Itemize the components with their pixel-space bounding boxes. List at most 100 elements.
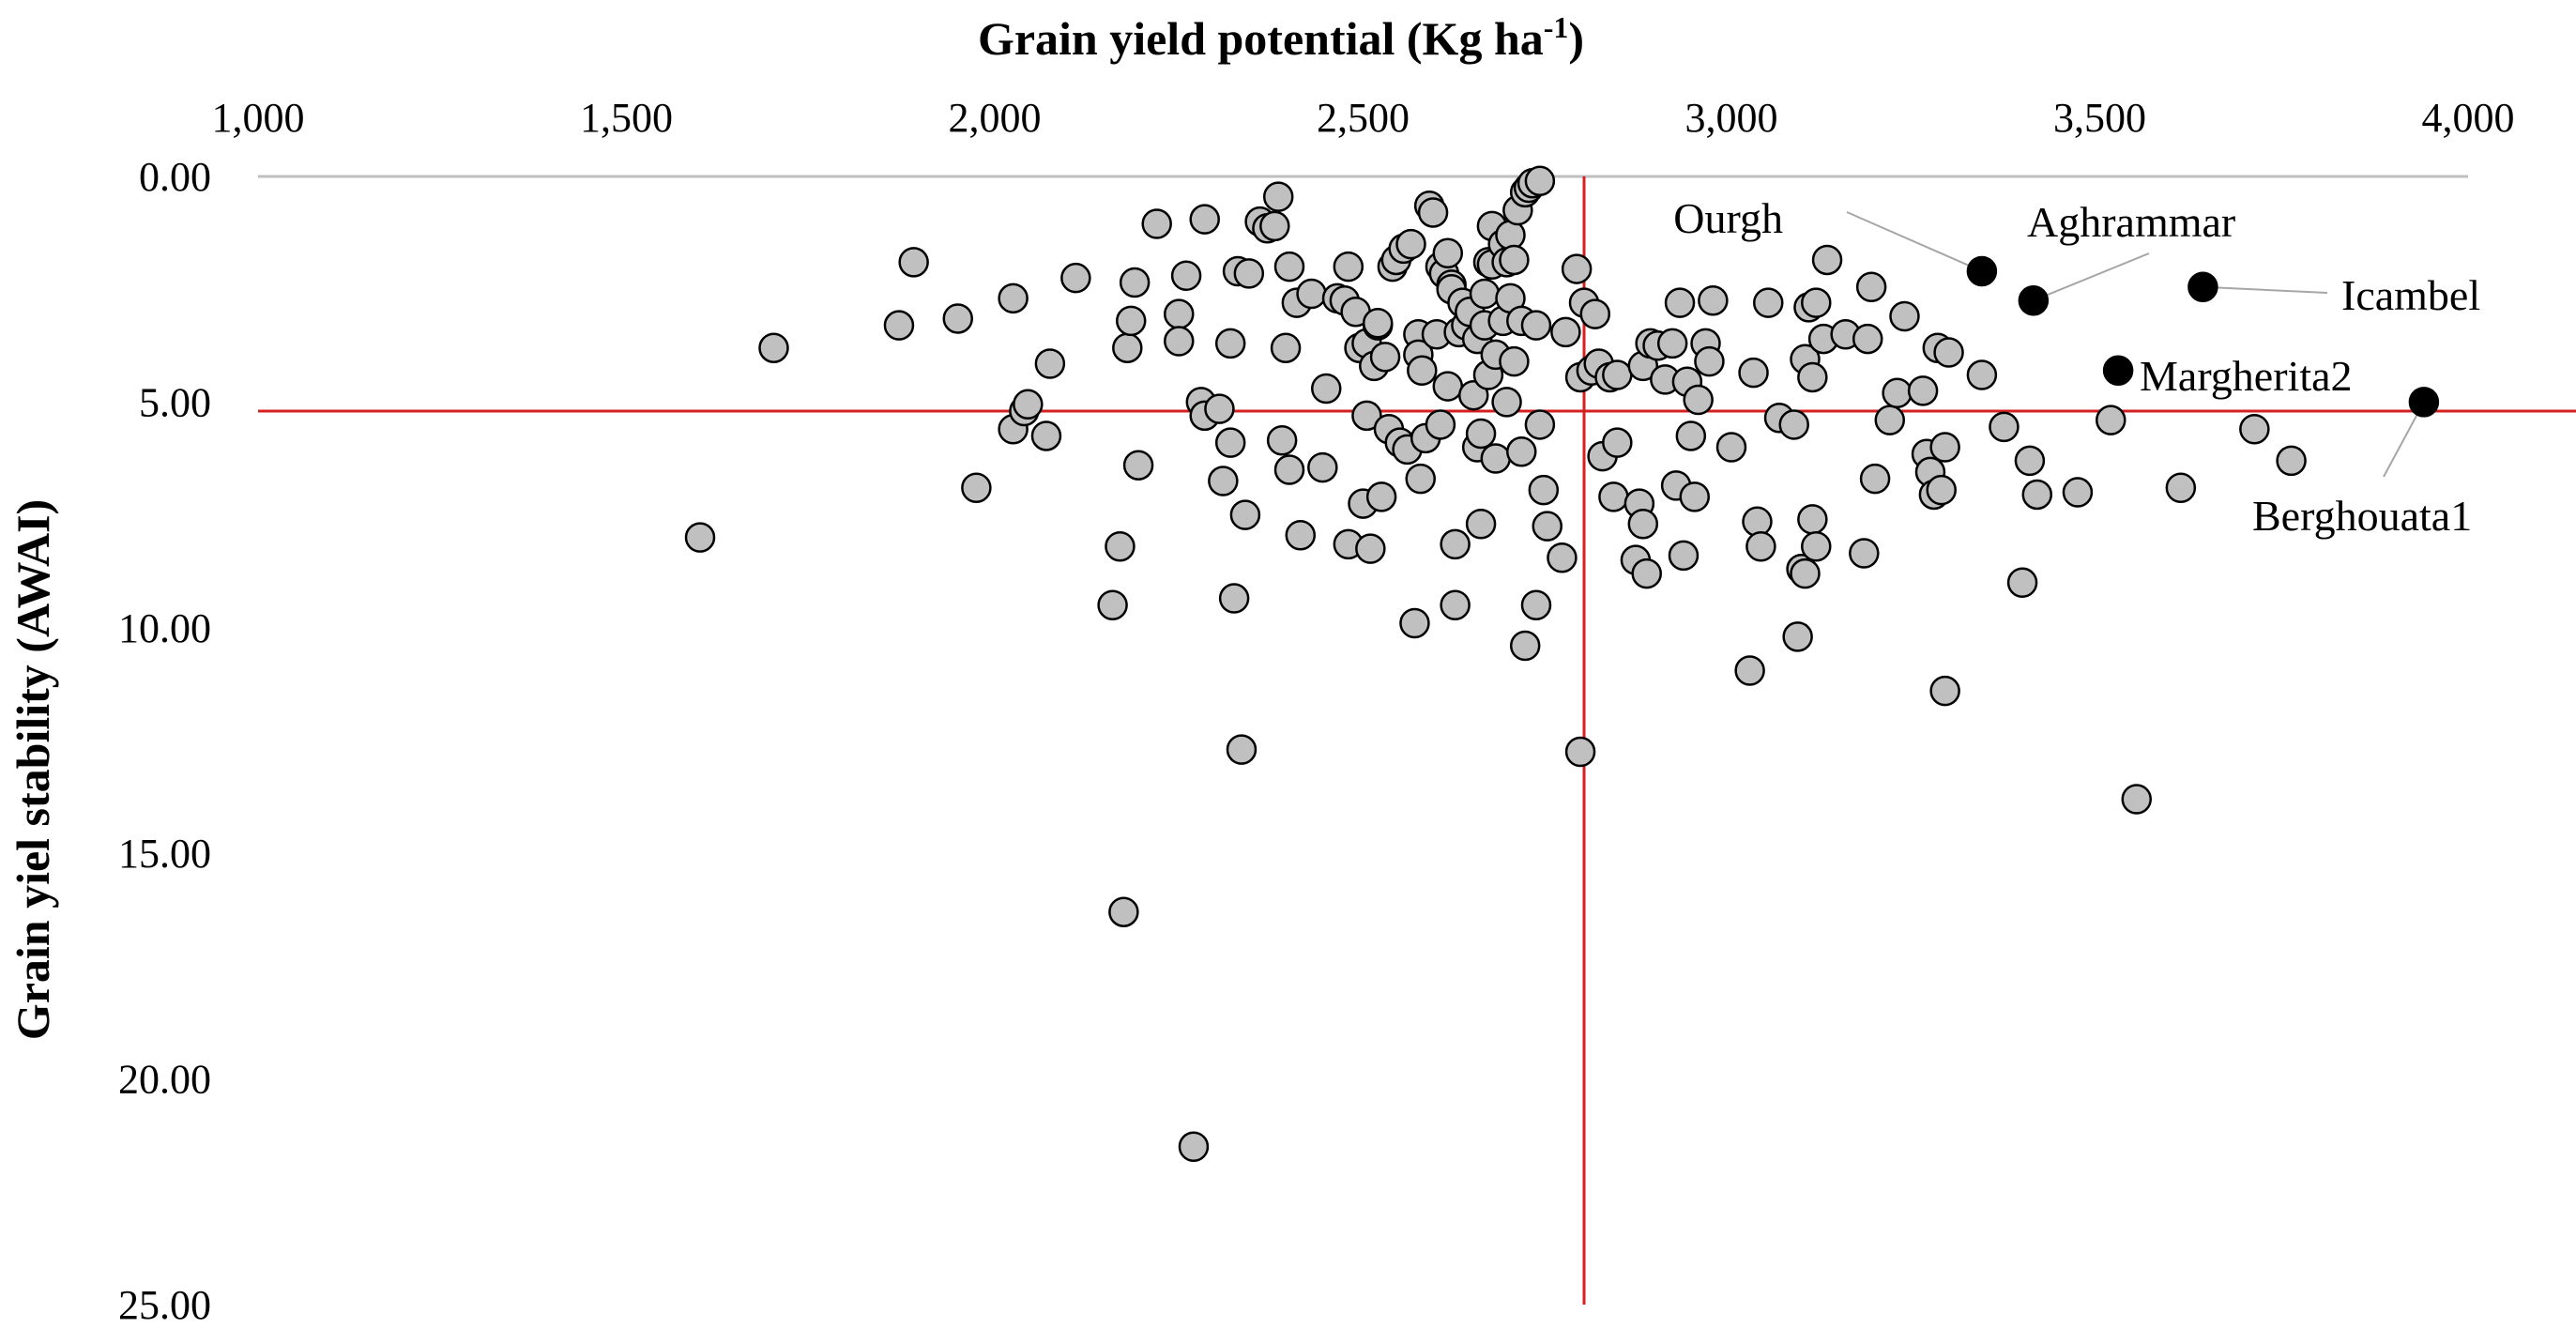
data-point <box>1742 506 1773 538</box>
data-point <box>1273 454 1305 485</box>
data-point <box>758 332 789 363</box>
data-point <box>2121 784 2152 815</box>
data-point <box>2062 477 2094 508</box>
data-point <box>1933 337 1964 368</box>
data-point <box>1259 210 1290 242</box>
annotation-label: Aghrammar <box>2027 198 2235 246</box>
data-point <box>1208 466 1239 496</box>
data-point <box>1395 228 1426 260</box>
data-point <box>1285 519 1317 551</box>
data-point <box>1564 736 1596 768</box>
annotation-leader-line <box>2033 252 2150 302</box>
data-point <box>1491 387 1522 418</box>
data-point <box>961 472 992 504</box>
data-point <box>1627 508 1659 540</box>
annotation-label: Ourgh <box>1673 194 1783 242</box>
data-point <box>1524 409 1556 440</box>
data-point <box>1351 400 1382 432</box>
data-point <box>942 303 973 334</box>
data-point <box>1966 359 1998 390</box>
data-point <box>1405 463 1436 495</box>
x-tick-label: 3,500 <box>2053 95 2146 141</box>
data-point <box>1874 405 1906 435</box>
data-point <box>1178 1131 1210 1162</box>
data-point <box>1432 237 1464 268</box>
data-point <box>1907 375 1939 406</box>
data-point <box>1218 583 1250 614</box>
x-tick-label: 4,000 <box>2422 95 2515 141</box>
data-point <box>1164 326 1195 357</box>
data-point <box>1189 204 1220 235</box>
data-point <box>1097 589 1128 621</box>
data-point <box>1631 557 1662 589</box>
data-point <box>1105 531 1136 562</box>
y-tick-label: 10.00 <box>118 605 211 651</box>
data-point <box>1882 377 1913 409</box>
highlighted-points: Ourgh Aghrammar Icambel Margherita2 Berghoua… <box>1673 194 2480 540</box>
data-point <box>1929 675 1960 707</box>
x-tick-label: 3,000 <box>1685 95 1778 141</box>
data-points <box>684 165 2307 1162</box>
data-point <box>1656 328 1688 359</box>
data-point <box>1561 253 1593 284</box>
data-point <box>1465 508 1497 540</box>
data-point <box>1013 389 1044 420</box>
data-point <box>1262 181 1294 212</box>
data-point <box>1108 896 1139 927</box>
data-point <box>1226 734 1258 765</box>
data-point <box>883 310 915 341</box>
data-point <box>1859 463 1891 495</box>
data-point <box>1694 345 1725 377</box>
data-point <box>1119 267 1151 298</box>
annotation-leader-line <box>1846 211 1983 272</box>
y-tick-label: 5.00 <box>139 379 211 425</box>
data-point <box>1520 310 1552 341</box>
data-point <box>1506 436 1537 467</box>
annotation-leader-line <box>2203 285 2328 294</box>
data-point <box>1797 361 1828 393</box>
data-point <box>1296 278 1327 310</box>
data-point <box>1233 258 1265 289</box>
data-point <box>1214 328 1246 359</box>
data-point <box>1266 425 1298 456</box>
data-point <box>1214 427 1246 458</box>
highlighted-point <box>2102 355 2134 386</box>
data-point <box>1602 359 1633 390</box>
data-point <box>1855 271 1887 303</box>
data-point <box>1440 589 1471 621</box>
data-point <box>1170 260 1202 292</box>
highlighted-point <box>1966 255 1998 287</box>
x-axis-title-superscript: -1 <box>1544 10 1569 44</box>
x-axis-title: Grain yield potential (Kg ha-1) <box>978 10 1584 65</box>
data-point <box>2276 445 2307 477</box>
data-point <box>2006 567 2038 598</box>
data-point <box>1849 538 1880 569</box>
data-point <box>898 247 929 278</box>
data-point <box>1060 262 1091 294</box>
data-point <box>1889 300 1920 332</box>
data-point <box>1929 432 1960 463</box>
data-point <box>1579 298 1611 329</box>
data-point <box>1164 298 1195 329</box>
data-point <box>1122 450 1154 481</box>
data-point <box>1229 499 1261 530</box>
data-point <box>1598 481 1629 512</box>
data-point <box>1664 287 1696 318</box>
data-point <box>1520 589 1552 621</box>
data-point <box>1782 621 1813 652</box>
data-point <box>1399 607 1430 639</box>
data-point <box>998 283 1029 314</box>
data-point <box>1115 305 1147 337</box>
data-point <box>1270 332 1302 363</box>
data-point <box>1675 420 1707 451</box>
data-point <box>2096 405 2126 435</box>
x-tick-label: 2,500 <box>1317 95 1410 141</box>
data-point <box>1811 244 1843 276</box>
annotation-label: Berghouata1 <box>2252 492 2472 540</box>
data-point <box>1532 511 1562 542</box>
data-point <box>1425 409 1456 440</box>
data-point <box>1801 531 1832 562</box>
data-point <box>2021 479 2053 511</box>
data-point <box>1745 531 1776 562</box>
